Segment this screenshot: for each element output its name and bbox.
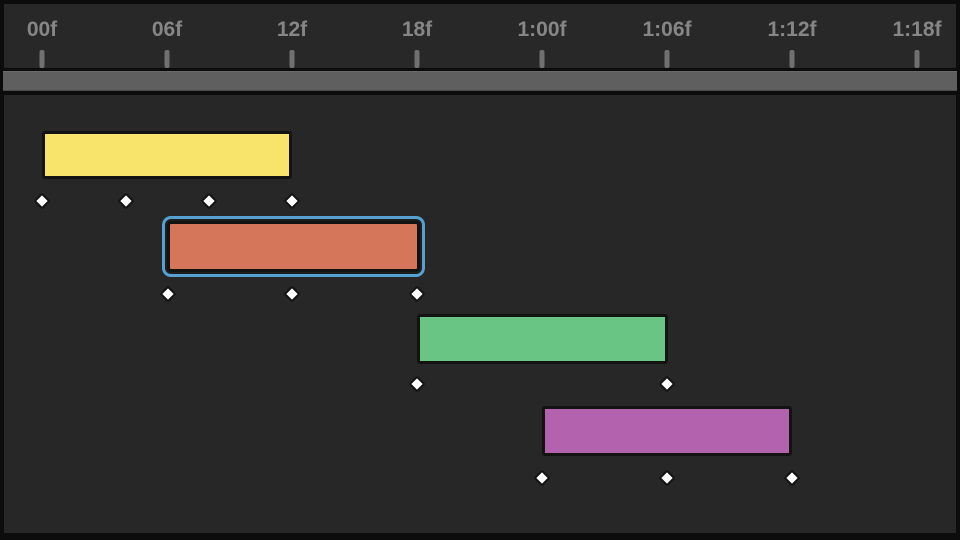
ruler-label: 18f	[401, 18, 433, 41]
ruler-label: 00f	[26, 18, 58, 41]
ruler-tick	[539, 50, 545, 68]
ruler-label: 12f	[276, 18, 308, 41]
layer-bar-2[interactable]	[167, 221, 420, 272]
ruler-label: 1:06f	[642, 18, 692, 41]
ruler-tick	[39, 50, 45, 68]
ruler-label: 1:18f	[892, 18, 942, 41]
ruler-tick	[664, 50, 670, 68]
layer-bar-4[interactable]	[542, 406, 792, 456]
ruler-tick	[164, 50, 170, 68]
ruler-tick	[289, 50, 295, 68]
layer-bar-3[interactable]	[417, 314, 668, 364]
ruler-tick	[914, 50, 920, 68]
ruler-label: 1:12f	[767, 18, 817, 41]
ruler-label: 06f	[151, 18, 183, 41]
layer-bar-1[interactable]	[42, 131, 292, 179]
ruler-tick	[789, 50, 795, 68]
ruler-tick	[414, 50, 420, 68]
time-ruler[interactable]: 00f 06f 12f 18f 1:00f 1:06f 1:12f 1:18f	[4, 4, 956, 68]
timeline-scrollbar[interactable]	[3, 71, 957, 91]
ruler-label: 1:00f	[517, 18, 567, 41]
